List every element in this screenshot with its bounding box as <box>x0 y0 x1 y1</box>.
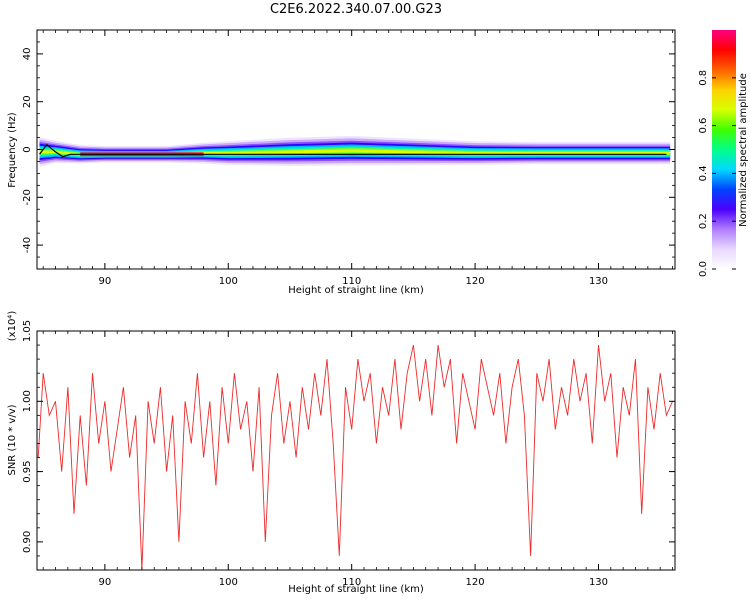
colorbar: 0.0 0.2 0.4 0.6 0.8 Normalized spectral ampl… <box>698 30 749 277</box>
colorbar-tick-label: 0.4 <box>698 165 709 181</box>
y-axis-ticks-bottom: 0.90 0.95 1.00 1.05 <box>22 320 675 557</box>
y-tick-label: 20 <box>22 95 33 108</box>
y-tick-label: 0 <box>22 146 33 152</box>
x-tick-label: 120 <box>466 276 485 287</box>
x-tick-label: 120 <box>466 577 485 588</box>
y-tick-label: -40 <box>22 237 33 253</box>
chart-title: C2E6.2022.340.07.00.G23 <box>269 2 443 17</box>
colorbar-tick-label: 0.2 <box>698 213 709 229</box>
x-tick-label: 110 <box>342 276 361 287</box>
y-tick-label: 0.90 <box>22 531 33 553</box>
colorbar-gradient <box>712 30 736 269</box>
y-tick-label: 1.00 <box>22 390 33 412</box>
y-axis-label-bottom: SNR (10 * v/v) <box>7 404 18 475</box>
spectral-band <box>39 135 671 167</box>
x-axis-label-top: Height of straight line (km) <box>288 285 424 296</box>
colorbar-tick-label: 0.8 <box>698 70 709 86</box>
peak-frequency-line <box>39 143 667 158</box>
colorbar-tick-label: 0.6 <box>698 118 709 134</box>
x-tick-label: 130 <box>589 577 608 588</box>
x-tick-label: 100 <box>219 577 238 588</box>
y-tick-label: 40 <box>22 48 33 61</box>
colorbar-label: Normalized spectral amplitude <box>738 73 749 227</box>
y-tick-label: 1.05 <box>22 320 33 342</box>
x-tick-label: 90 <box>99 276 112 287</box>
spectrogram-panel: 90 100 110 120 130 40 20 0 -20 -40 Height of str… <box>7 29 676 296</box>
colorbar-ticks: 0.0 0.2 0.4 0.6 0.8 <box>698 70 736 277</box>
y-tick-label: 0.95 <box>22 460 33 482</box>
y-tick-label: -20 <box>22 189 33 205</box>
plot-frame-bottom <box>36 330 676 571</box>
colorbar-tick-label: 0.0 <box>698 261 709 277</box>
x-tick-label: 110 <box>342 577 361 588</box>
x-axis-label-bottom: Height of straight line (km) <box>288 584 424 595</box>
y-scale-label: (x10⁴) <box>7 311 18 342</box>
snr-series-line <box>37 345 673 570</box>
x-tick-label: 130 <box>589 276 608 287</box>
y-axis-ticks-top: 40 20 0 -20 -40 <box>22 29 675 270</box>
x-tick-label: 90 <box>99 577 112 588</box>
snr-panel: 90 100 110 120 130 0.90 0.95 1.00 1.05 Height o… <box>7 311 676 595</box>
y-axis-label-top: Frequency (Hz) <box>7 112 18 188</box>
x-tick-label: 100 <box>219 276 238 287</box>
x-axis-ticks-top: 90 100 110 120 130 <box>42 30 673 287</box>
